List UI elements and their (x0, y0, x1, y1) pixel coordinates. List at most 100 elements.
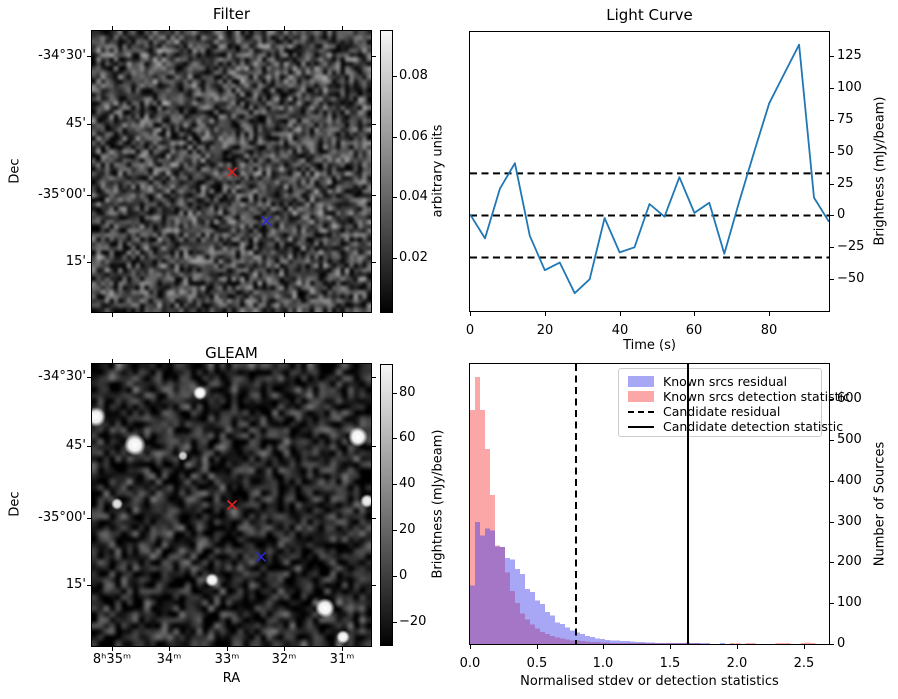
gleam-colorbar-gradient (381, 365, 392, 645)
filter-title: Filter (212, 5, 251, 23)
tick-mark (284, 647, 285, 651)
tick-mark (169, 647, 170, 651)
tick-mark (372, 518, 376, 519)
tick-mark (804, 645, 805, 649)
tick-mark (830, 88, 834, 89)
tick-mark (169, 313, 170, 317)
tick-mark (393, 484, 397, 485)
tick-label: 0 (465, 323, 475, 338)
tick-label: -34°30' (38, 369, 86, 384)
tick-label: 100 (837, 80, 862, 95)
tick-label: 600 (837, 391, 862, 406)
legend-row-known-detstat: Known srcs detection statistic (628, 389, 850, 404)
tick-mark (393, 393, 397, 394)
legend-label: Candidate detection statistic (663, 419, 844, 434)
tick-label: 15' (65, 577, 86, 592)
tick-mark (87, 377, 91, 378)
tick-mark (603, 645, 604, 649)
gleam-markers (226, 499, 267, 562)
legend-label: Known srcs detection statistic (663, 389, 850, 404)
filter-colorbar (380, 30, 393, 313)
tick-mark (830, 562, 834, 563)
tick-label: 0 (837, 636, 846, 651)
tick-label: 80 (399, 385, 416, 400)
tick-label: 20 (536, 323, 554, 338)
tick-mark (830, 120, 834, 121)
tick-label: 1.5 (659, 656, 681, 671)
tick-mark (830, 522, 834, 523)
tick-mark (342, 313, 343, 317)
tick-mark (830, 279, 834, 280)
tick-mark (830, 184, 834, 185)
gleam-map-panel (91, 363, 372, 647)
histogram-xlabel: Normalised stdev or detection statistics (520, 674, 779, 689)
dashed-line-swatch (628, 410, 654, 413)
gleam-xlabel: RA (222, 671, 241, 686)
tick-label: 45' (65, 438, 86, 453)
tick-mark (372, 446, 376, 447)
legend: Known srcs residual Known srcs detection… (618, 368, 850, 437)
tick-mark (169, 26, 170, 30)
tick-mark (342, 26, 343, 30)
tick-mark (372, 56, 376, 57)
tick-mark (87, 518, 91, 519)
legend-row-candidate-detstat: Candidate detection statistic (628, 419, 843, 434)
gleam-colorbar-label: Brightness (mJy/beam) (430, 429, 446, 579)
tick-label: 50 (837, 144, 854, 159)
gleam-colorbar (380, 364, 393, 646)
tick-mark (393, 438, 397, 439)
tick-mark (694, 312, 695, 316)
pink-patch-swatch (628, 391, 654, 402)
tick-mark (372, 124, 376, 125)
tick-label: -34°30' (38, 48, 86, 63)
tick-mark (393, 622, 397, 623)
tick-label: 40 (399, 476, 416, 491)
filter-markers (226, 166, 272, 227)
legend-label: Candidate residual (663, 404, 781, 419)
filter-colorbar-gradient (381, 31, 392, 312)
tick-mark (87, 446, 91, 447)
tick-label: 33ᵐ (214, 652, 240, 667)
tick-label: 80 (760, 323, 778, 338)
light-curve-plot (470, 43, 829, 295)
filter-colorbar-label: arbitrary units (430, 124, 446, 218)
filter-ylabel: Dec (7, 158, 23, 184)
tick-mark (830, 644, 834, 645)
tick-label: 15' (65, 254, 86, 269)
tick-label: 34ᵐ (156, 652, 182, 667)
tick-mark (393, 197, 397, 198)
tick-mark (112, 647, 113, 651)
tick-label: 2.5 (793, 656, 815, 671)
tick-mark (830, 56, 834, 57)
tick-mark (830, 399, 834, 400)
tick-mark (737, 645, 738, 649)
tick-mark (670, 645, 671, 649)
tick-mark (830, 215, 834, 216)
tick-mark (372, 377, 376, 378)
legend-row-candidate-residual: Candidate residual (628, 404, 812, 419)
tick-mark (112, 359, 113, 363)
tick-mark (284, 359, 285, 363)
tick-label: 200 (837, 554, 862, 569)
tick-label: −50 (837, 271, 865, 286)
tick-mark (227, 359, 228, 363)
tick-mark (284, 26, 285, 30)
tick-mark (227, 26, 228, 30)
tick-mark (393, 76, 397, 77)
tick-mark (537, 645, 538, 649)
tick-label: 0.04 (399, 189, 428, 204)
tick-label: 8ʰ35ᵐ (92, 652, 132, 667)
tick-label: 60 (399, 430, 416, 445)
tick-mark (372, 262, 376, 263)
light-curve-title: Light Curve (606, 6, 693, 24)
tick-mark (87, 262, 91, 263)
tick-label: −20 (399, 614, 427, 629)
tick-label: 20 (399, 522, 416, 537)
tick-label: 45' (65, 116, 86, 131)
legend-row-known-residual: Known srcs residual (628, 374, 812, 389)
tick-mark (470, 312, 471, 316)
tick-mark (227, 313, 228, 317)
tick-mark (87, 195, 91, 196)
filter-map-panel (91, 30, 372, 313)
